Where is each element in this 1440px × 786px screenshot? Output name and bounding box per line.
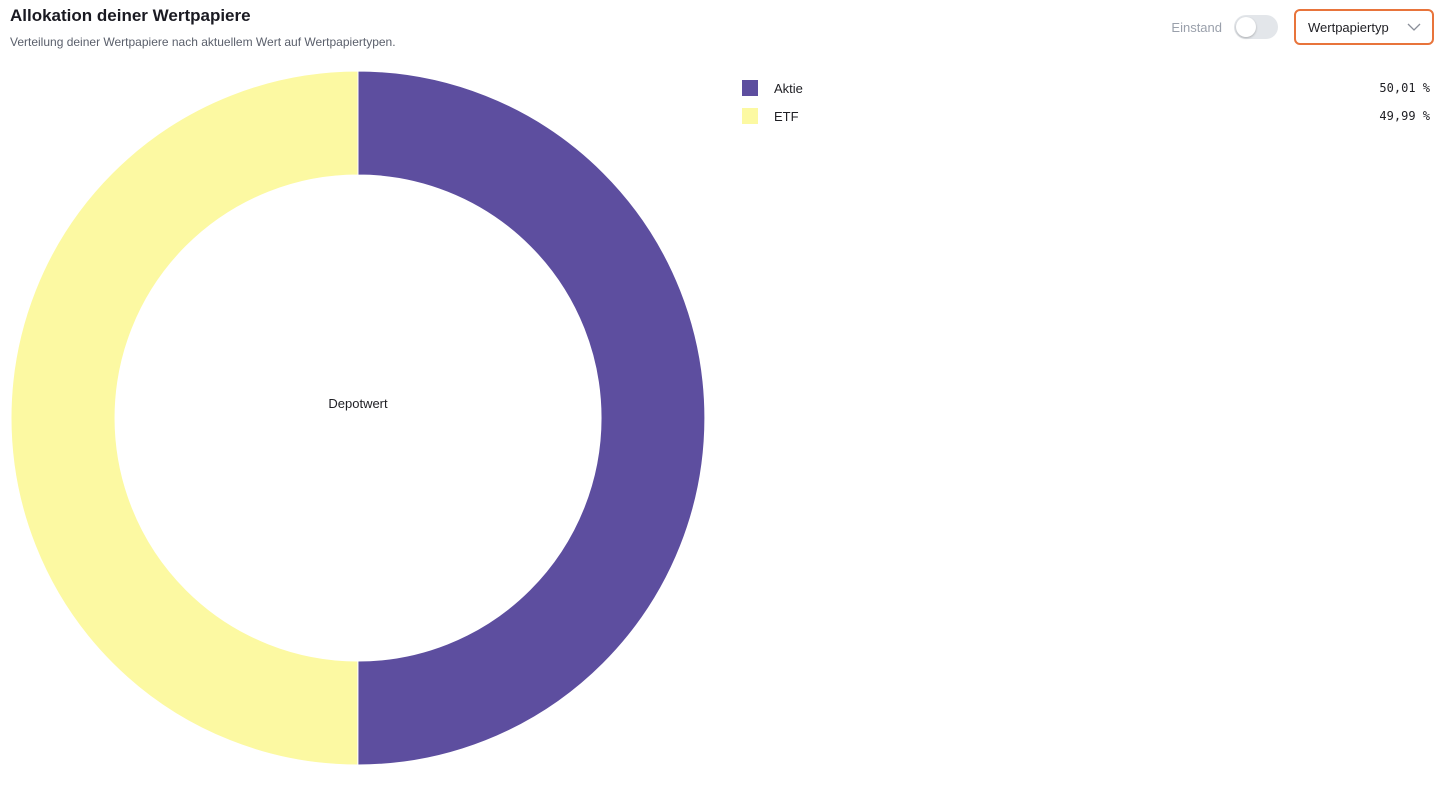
chart-controls: Einstand Wertpapiertyp <box>1171 7 1434 47</box>
einstand-toggle-label: Einstand <box>1171 19 1222 35</box>
page-subtitle: Verteilung deiner Wertpapiere nach aktue… <box>10 35 396 49</box>
donut-slice-etf[interactable] <box>10 70 359 766</box>
page-title: Allokation deiner Wertpapiere <box>10 6 251 25</box>
legend-label: Aktie <box>774 80 803 96</box>
chart-legend: Aktie 50,01 % ETF 49,99 % <box>742 74 1430 130</box>
legend-value: 49,99 % <box>1379 109 1430 123</box>
einstand-toggle[interactable] <box>1234 15 1278 39</box>
donut-center-label: Depotwert <box>328 396 388 411</box>
grouping-select[interactable]: Wertpapiertyp <box>1294 9 1434 45</box>
donut-slice-aktie[interactable] <box>357 70 706 766</box>
toggle-knob <box>1236 17 1256 37</box>
legend-item-etf[interactable]: ETF 49,99 % <box>742 102 1430 130</box>
legend-item-aktie[interactable]: Aktie 50,01 % <box>742 74 1430 102</box>
legend-label: ETF <box>774 108 799 124</box>
legend-swatch <box>742 108 758 124</box>
chevron-down-icon <box>1407 23 1421 31</box>
legend-value: 50,01 % <box>1379 81 1430 95</box>
donut-chart: Depotwert <box>0 60 720 780</box>
grouping-select-value: Wertpapiertyp <box>1308 19 1389 35</box>
donut-chart-svg <box>10 70 706 766</box>
legend-swatch <box>742 80 758 96</box>
